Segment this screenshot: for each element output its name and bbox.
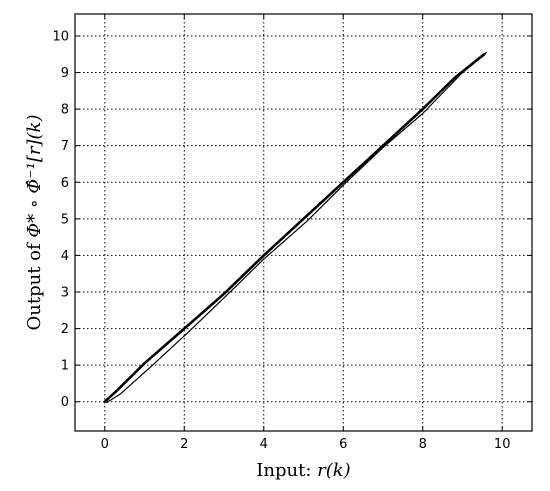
x-tick-label: 2 (180, 437, 188, 452)
y-tick-label: 4 (61, 249, 69, 264)
y-tick-label: 10 (52, 29, 69, 44)
y-axis-label: Output of Φ* ∘ Φ̂⁻¹[r](k) (24, 115, 45, 331)
y-tick-label: 6 (61, 176, 69, 191)
y-tick-label: 2 (61, 322, 69, 337)
x-tick-label: 8 (419, 437, 427, 452)
series-lines (103, 51, 487, 404)
x-tick-label: 6 (339, 437, 347, 452)
plot-frame (74, 13, 533, 432)
y-tick-label: 9 (61, 66, 69, 81)
series-line-1 (103, 52, 486, 404)
y-tick-label: 0 (61, 395, 69, 410)
x-tick-label: 0 (101, 437, 109, 452)
y-axis-label-math: Φ* ∘ Φ̂⁻¹[r](k) (24, 115, 45, 238)
x-tick-labels: 0 2 4 6 8 10 (101, 437, 511, 452)
y-tick-labels: 0 1 2 3 4 5 6 7 8 9 10 (52, 29, 69, 410)
x-tick-label: 4 (260, 437, 268, 452)
x-tick-label: 10 (494, 437, 511, 452)
x-axis-label-prefix: Input: (256, 460, 317, 481)
y-tick-label: 8 (61, 103, 69, 118)
y-axis-label-prefix: Output of (24, 238, 45, 331)
grid (75, 14, 532, 431)
x-axis-label: Input: r(k) (256, 460, 350, 481)
y-tick-label: 1 (61, 359, 69, 374)
axis-ticks (75, 14, 532, 431)
x-axis-label-math: r(k) (317, 460, 351, 481)
y-tick-label: 5 (61, 212, 69, 227)
series-line-2 (106, 51, 487, 404)
y-tick-label: 3 (61, 286, 69, 301)
y-tick-label: 7 (61, 139, 69, 154)
